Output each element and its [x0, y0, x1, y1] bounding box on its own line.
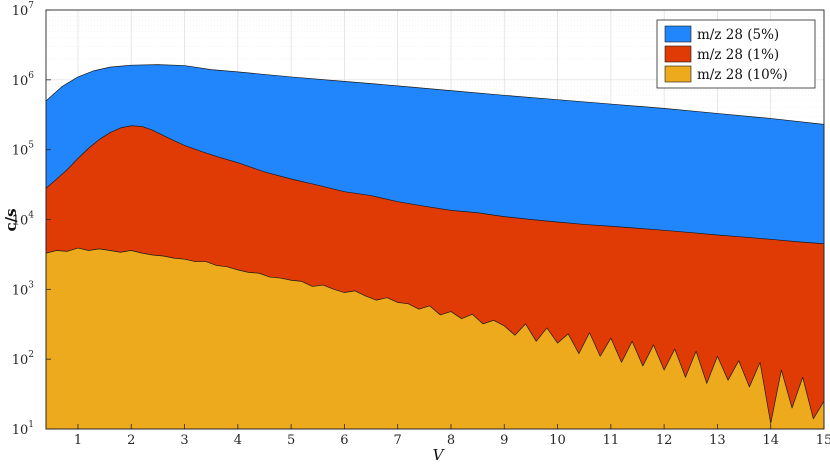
- x-tick-label: 9: [500, 433, 508, 448]
- legend-label: m/z 28 (5%): [697, 27, 779, 43]
- x-tick-label: 7: [394, 433, 402, 448]
- legend-swatch: [664, 45, 692, 63]
- x-tick-label: 15: [816, 433, 830, 448]
- legend-swatch: [664, 65, 692, 83]
- y-tick-base: 10: [12, 353, 29, 368]
- x-tick-label: 10: [549, 433, 566, 448]
- area-series-3: [45, 247, 825, 430]
- y-tick-label: 106: [12, 71, 35, 89]
- x-tick-label: 8: [447, 433, 455, 448]
- y-tick-exponent: 6: [28, 71, 34, 81]
- x-tick-label: 2: [127, 433, 135, 448]
- y-tick-exponent: 7: [28, 1, 34, 11]
- x-tick-label: 6: [340, 433, 348, 448]
- y-tick-label: 107: [12, 1, 35, 19]
- x-tick-label: 5: [287, 433, 295, 448]
- x-tick-label: 1: [74, 433, 82, 448]
- y-tick-base: 10: [12, 283, 29, 298]
- y-tick-label: 104: [12, 211, 35, 229]
- x-tick-labels: 1 2 3 4 5 6 7 8 9 10 11 12 13 14 15: [74, 424, 830, 448]
- y-tick-base: 10: [12, 74, 29, 89]
- y-tick-label: 102: [12, 350, 34, 368]
- y-tick-base: 10: [12, 144, 29, 159]
- y-tick-exponent: 4: [28, 211, 34, 221]
- series-areas: [45, 64, 825, 430]
- x-tick-label: 11: [603, 433, 620, 448]
- y-tick-exponent: 5: [28, 141, 34, 151]
- x-tick-label: 4: [234, 433, 242, 448]
- x-axis-label: V: [433, 446, 446, 464]
- y-axis-label: c/s: [2, 208, 20, 231]
- y-tick-exponent: 3: [28, 280, 34, 290]
- legend-label: m/z 28 (1%): [697, 47, 779, 63]
- y-tick-exponent: 1: [28, 420, 34, 430]
- x-tick-label: 13: [709, 433, 726, 448]
- x-tick-label: 3: [180, 433, 188, 448]
- y-tick-exponent: 2: [28, 350, 34, 360]
- y-tick-base: 10: [12, 423, 29, 438]
- y-tick-base: 10: [12, 4, 29, 19]
- x-tick-label: 14: [762, 433, 779, 448]
- legend-swatch: [664, 25, 692, 43]
- y-tick-label: 101: [12, 420, 34, 438]
- y-tick-label: 103: [12, 280, 35, 298]
- y-tick-base: 10: [12, 214, 29, 229]
- legend: m/z 28 (5%) m/z 28 (1%) m/z 28 (10%): [656, 19, 816, 89]
- y-tick-label: 105: [12, 141, 35, 159]
- x-tick-label: 12: [656, 433, 673, 448]
- legend-label: m/z 28 (10%): [697, 67, 788, 83]
